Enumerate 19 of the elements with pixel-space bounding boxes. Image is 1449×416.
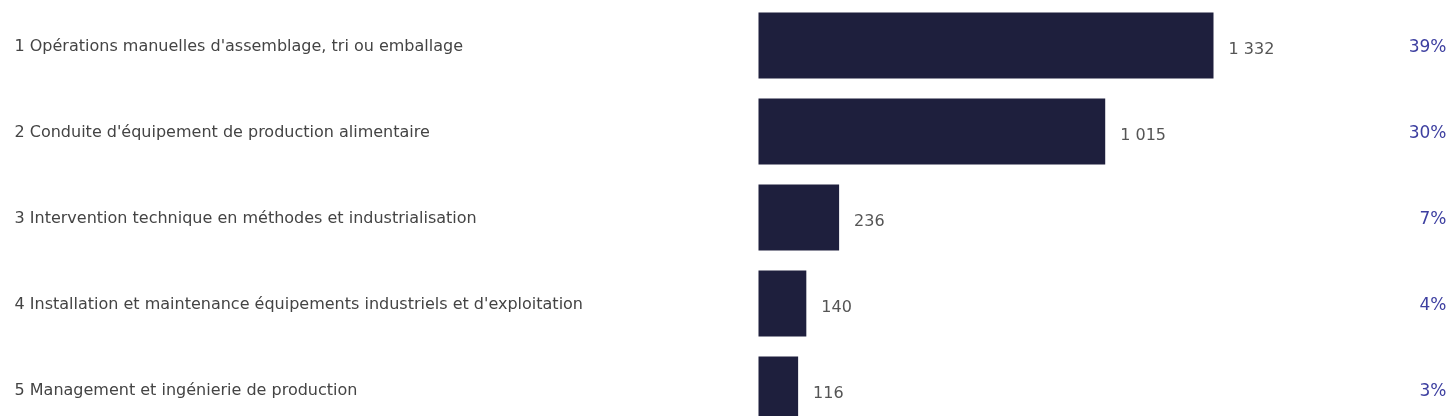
y-tick-label: 4 Installation et maintenance équipements industriels et d'exploitation <box>14 294 584 313</box>
bar <box>758 12 1214 79</box>
y-tick-label: 5 Management et ingénierie de production <box>14 380 358 399</box>
text: 4% <box>1419 293 1447 314</box>
bar <box>758 98 1106 165</box>
text: 39% <box>1408 35 1447 56</box>
text: 7% <box>1419 207 1447 228</box>
data-label: 140 <box>821 297 852 317</box>
text: 30% <box>1408 121 1447 142</box>
y-tick-label: 1 Opérations manuelles d'assemblage, tri ou emballage <box>14 36 464 55</box>
y-tick-label: 3 Intervention technique en méthodes et industrialisation <box>14 208 477 227</box>
y-tick-label: 2 Conduite d'équipement de production alimentaire <box>14 122 430 141</box>
data-label: 236 <box>854 211 885 231</box>
bar <box>758 270 807 337</box>
bar <box>758 184 840 251</box>
data-label: 1 332 <box>1228 38 1275 58</box>
data-label: 116 <box>813 383 844 403</box>
data-label: 1 015 <box>1120 124 1167 144</box>
text: 3% <box>1419 379 1447 400</box>
